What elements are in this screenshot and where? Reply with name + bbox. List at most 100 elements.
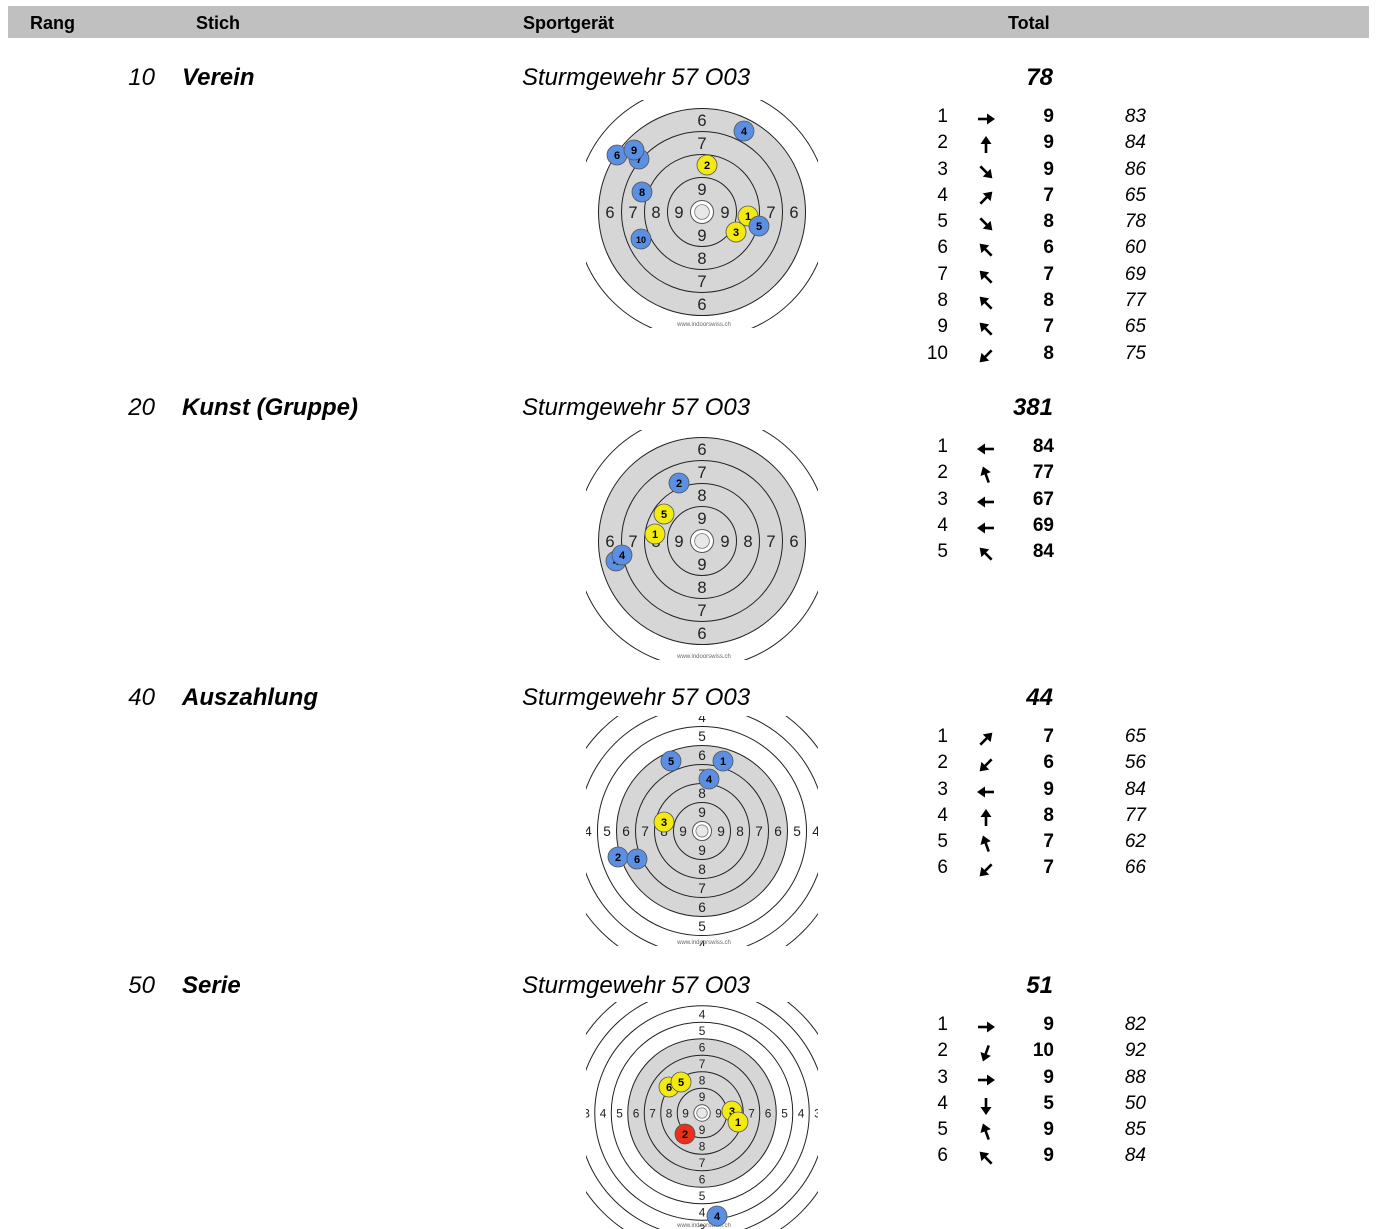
shot-list: 1 84 2 77 3 67 4 69 5 84 xyxy=(920,436,1160,567)
ring-number: 7 xyxy=(649,1106,656,1120)
shot-marker-label: 6 xyxy=(634,854,640,866)
shot-marker xyxy=(653,503,675,525)
device-name: Sturmgewehr 57 O03 xyxy=(522,972,751,999)
shot-number: 3 xyxy=(937,158,948,180)
shot-row: 5 9 85 xyxy=(920,1119,1160,1145)
rank: 50 xyxy=(128,972,155,999)
ring-number: 7 xyxy=(697,134,706,153)
shot-value: 8 xyxy=(1043,290,1054,312)
ring-number: 9 xyxy=(698,805,706,820)
shot-marker xyxy=(696,154,718,176)
shot-score: 84 xyxy=(1124,1145,1146,1167)
shot-row: 4 7 65 xyxy=(920,185,1160,211)
ring-number: 7 xyxy=(699,1057,706,1071)
ring-number: 9 xyxy=(674,532,683,551)
shot-number: 5 xyxy=(937,831,948,853)
shot-marker xyxy=(698,768,720,790)
shot-number: 1 xyxy=(937,726,948,747)
direction-arrow-icon xyxy=(979,323,993,336)
shot-number: 6 xyxy=(937,857,948,879)
header-sportgeraet: Sportgerät xyxy=(523,13,615,33)
shot-row: 6 6 60 xyxy=(920,237,1160,263)
shot-marker xyxy=(623,139,645,161)
shot-marker xyxy=(670,1071,692,1093)
ring-number: 4 xyxy=(586,824,592,839)
ring-number: 6 xyxy=(622,824,630,839)
shot-marker xyxy=(644,523,666,545)
shot-row: 4 8 77 xyxy=(920,805,1160,831)
ring-number: 6 xyxy=(605,532,614,551)
shot-marker-label: 5 xyxy=(678,1077,684,1089)
direction-arrow-icon xyxy=(979,732,993,746)
target-image: 3333444455556666777788889999www.indoorsw… xyxy=(586,1002,818,1229)
shot-number: 1 xyxy=(937,436,948,457)
shot-value: 7 xyxy=(1043,316,1054,338)
ring-number: 8 xyxy=(699,1139,706,1153)
shot-value: 10 xyxy=(1032,1040,1054,1062)
ring-number: 6 xyxy=(697,111,706,130)
shot-number: 4 xyxy=(937,1092,948,1114)
ring-number: 9 xyxy=(699,1123,706,1137)
ring-number: 9 xyxy=(720,203,729,222)
direction-arrow-icon xyxy=(980,136,992,154)
header-rang: Rang xyxy=(30,13,75,33)
shot-number: 1 xyxy=(937,106,948,127)
header-stich: Stich xyxy=(196,13,241,33)
direction-arrow-icon xyxy=(978,1074,995,1086)
ring-number: 8 xyxy=(743,532,752,551)
direction-arrow-icon xyxy=(978,113,995,125)
ring-number: 6 xyxy=(633,1106,640,1120)
ring-number: 7 xyxy=(628,203,637,222)
shot-number: 9 xyxy=(937,316,948,338)
shot-list: 1 9 82 2 10 92 3 9 88 4 5 50 5 9 85 6 9 84 xyxy=(920,1014,1160,1172)
target-watermark: www.indoorswiss.ch xyxy=(676,940,731,946)
shot-marker xyxy=(630,228,652,250)
shot-marker-label: 4 xyxy=(714,1211,721,1223)
shot-value: 9 xyxy=(1043,158,1054,180)
ring-number: 8 xyxy=(651,203,660,222)
ring-number: 5 xyxy=(603,824,611,839)
ring-number: 9 xyxy=(697,509,706,528)
shot-marker-label: 8 xyxy=(639,187,645,199)
shot-number: 4 xyxy=(937,514,948,536)
device-name: Sturmgewehr 57 O03 xyxy=(522,684,751,711)
total-score: 381 xyxy=(1012,394,1053,421)
ring-number: 9 xyxy=(717,824,725,839)
shot-score: 50 xyxy=(1124,1092,1146,1114)
ring-number: 7 xyxy=(697,601,706,620)
target-watermark: www.indoorswiss.ch xyxy=(676,1223,731,1229)
ring-number: 6 xyxy=(699,1172,706,1186)
shot-number: 10 xyxy=(926,342,948,364)
shot-marker xyxy=(733,120,755,142)
ring-number: 8 xyxy=(698,862,706,877)
shot-score: 84 xyxy=(1124,778,1146,800)
shot-row: 5 84 xyxy=(920,541,1160,567)
direction-arrow-icon xyxy=(977,496,994,508)
shot-number: 6 xyxy=(937,237,948,259)
shot-row: 1 9 83 xyxy=(920,106,1160,132)
direction-arrow-icon xyxy=(980,1045,991,1062)
shot-score: 85 xyxy=(1124,1119,1146,1141)
shot-value: 7 xyxy=(1043,263,1054,285)
shot-score: 69 xyxy=(1124,263,1146,285)
shot-value: 9 xyxy=(1043,1145,1054,1167)
rank: 10 xyxy=(128,64,155,91)
ring-number: 4 xyxy=(699,1205,706,1219)
shot-score: 65 xyxy=(1124,316,1146,338)
target-watermark: www.indoorswiss.ch xyxy=(676,322,731,328)
ring-number: 6 xyxy=(765,1106,772,1120)
shot-value: 9 xyxy=(1043,1119,1054,1141)
ring-number: 7 xyxy=(697,272,706,291)
ring-number: 7 xyxy=(766,532,775,551)
ring-number: 5 xyxy=(699,1024,706,1038)
shot-marker-label: 5 xyxy=(661,509,667,521)
shot-value: 8 xyxy=(1043,342,1054,364)
shot-score: 60 xyxy=(1124,237,1146,259)
ring-number: 6 xyxy=(698,748,706,763)
shot-row: 1 9 82 xyxy=(920,1014,1160,1040)
ring-number: 9 xyxy=(674,203,683,222)
shot-number: 4 xyxy=(937,804,948,826)
ring-number: 6 xyxy=(697,440,706,459)
shot-number: 5 xyxy=(937,211,948,233)
shot-marker-label: 1 xyxy=(720,756,726,768)
